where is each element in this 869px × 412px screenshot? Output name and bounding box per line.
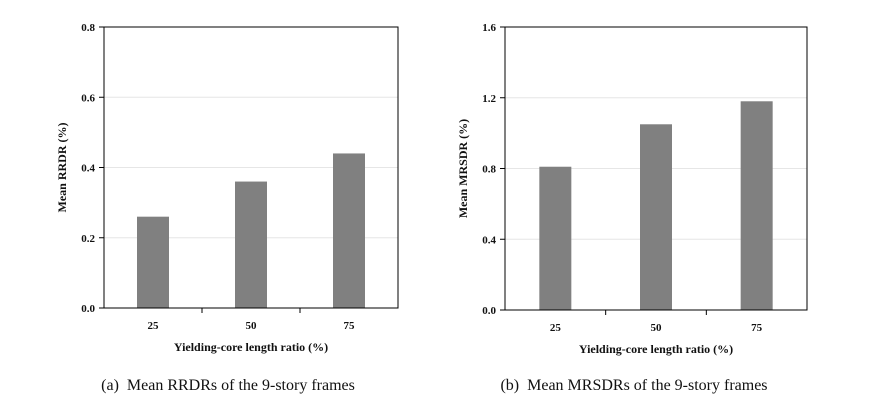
chart-b-y-ticks: 0.0 0.4 0.8 1.2 1.6: [482, 22, 505, 317]
chart-b-y-axis-title: Mean MRSDR (%): [456, 119, 470, 218]
chart-a: 0.0 0.2 0.4 0.6 0.8 25 50 75 Mean RRDR (%) Yie…: [55, 22, 399, 394]
chart-b-caption: (b) Mean MRSDRs of the 9-story frames: [500, 377, 767, 394]
chart-b-x-tick-label: 75: [751, 322, 763, 334]
chart-a-caption: (a) Mean RRDRs of the 9-story frames: [101, 377, 355, 394]
chart-b-y-tick-label: 0.0: [482, 305, 496, 317]
chart-b-y-tick-label: 0.4: [482, 234, 496, 246]
chart-b-y-tick-label: 1.2: [482, 93, 496, 105]
chart-b-x-tick-label: 25: [550, 322, 562, 334]
chart-b: 0.0 0.4 0.8 1.2 1.6 25 50 75 Mean MRSDR (%) Yi…: [456, 22, 808, 394]
chart-a-y-tick-label: 0.4: [81, 163, 95, 175]
chart-a-bars: [137, 153, 365, 308]
chart-a-bar-50: [235, 181, 267, 308]
chart-b-x-axis-title: Yielding-core length ratio (%): [579, 342, 733, 356]
chart-a-y-tick-label: 0.0: [81, 303, 95, 315]
chart-b-x-tick-label: 50: [651, 322, 663, 334]
chart-a-x-axis-title: Yielding-core length ratio (%): [174, 340, 328, 354]
chart-b-bars: [539, 101, 773, 310]
chart-a-y-tick-label: 0.2: [81, 233, 95, 245]
chart-a-y-ticks: 0.0 0.2 0.4 0.6 0.8: [81, 22, 104, 315]
chart-b-bar-75: [740, 101, 773, 310]
chart-a-x-tick-label: 25: [148, 320, 160, 332]
chart-a-x-tick-label: 50: [246, 320, 258, 332]
chart-a-bar-75: [333, 153, 365, 308]
chart-b-bar-50: [640, 124, 672, 310]
chart-b-bar-25: [539, 166, 572, 310]
chart-a-y-tick-label: 0.8: [81, 22, 95, 34]
chart-b-x-ticks: 25 50 75: [550, 310, 763, 334]
chart-a-bar-25: [137, 216, 169, 308]
chart-a-x-ticks: 25 50 75: [148, 308, 356, 332]
chart-b-y-tick-label: 1.6: [482, 22, 496, 34]
chart-a-y-tick-label: 0.6: [81, 92, 95, 104]
chart-b-y-tick-label: 0.8: [482, 164, 496, 176]
chart-a-x-tick-label: 75: [344, 320, 356, 332]
chart-a-y-axis-title: Mean RRDR (%): [55, 123, 69, 213]
